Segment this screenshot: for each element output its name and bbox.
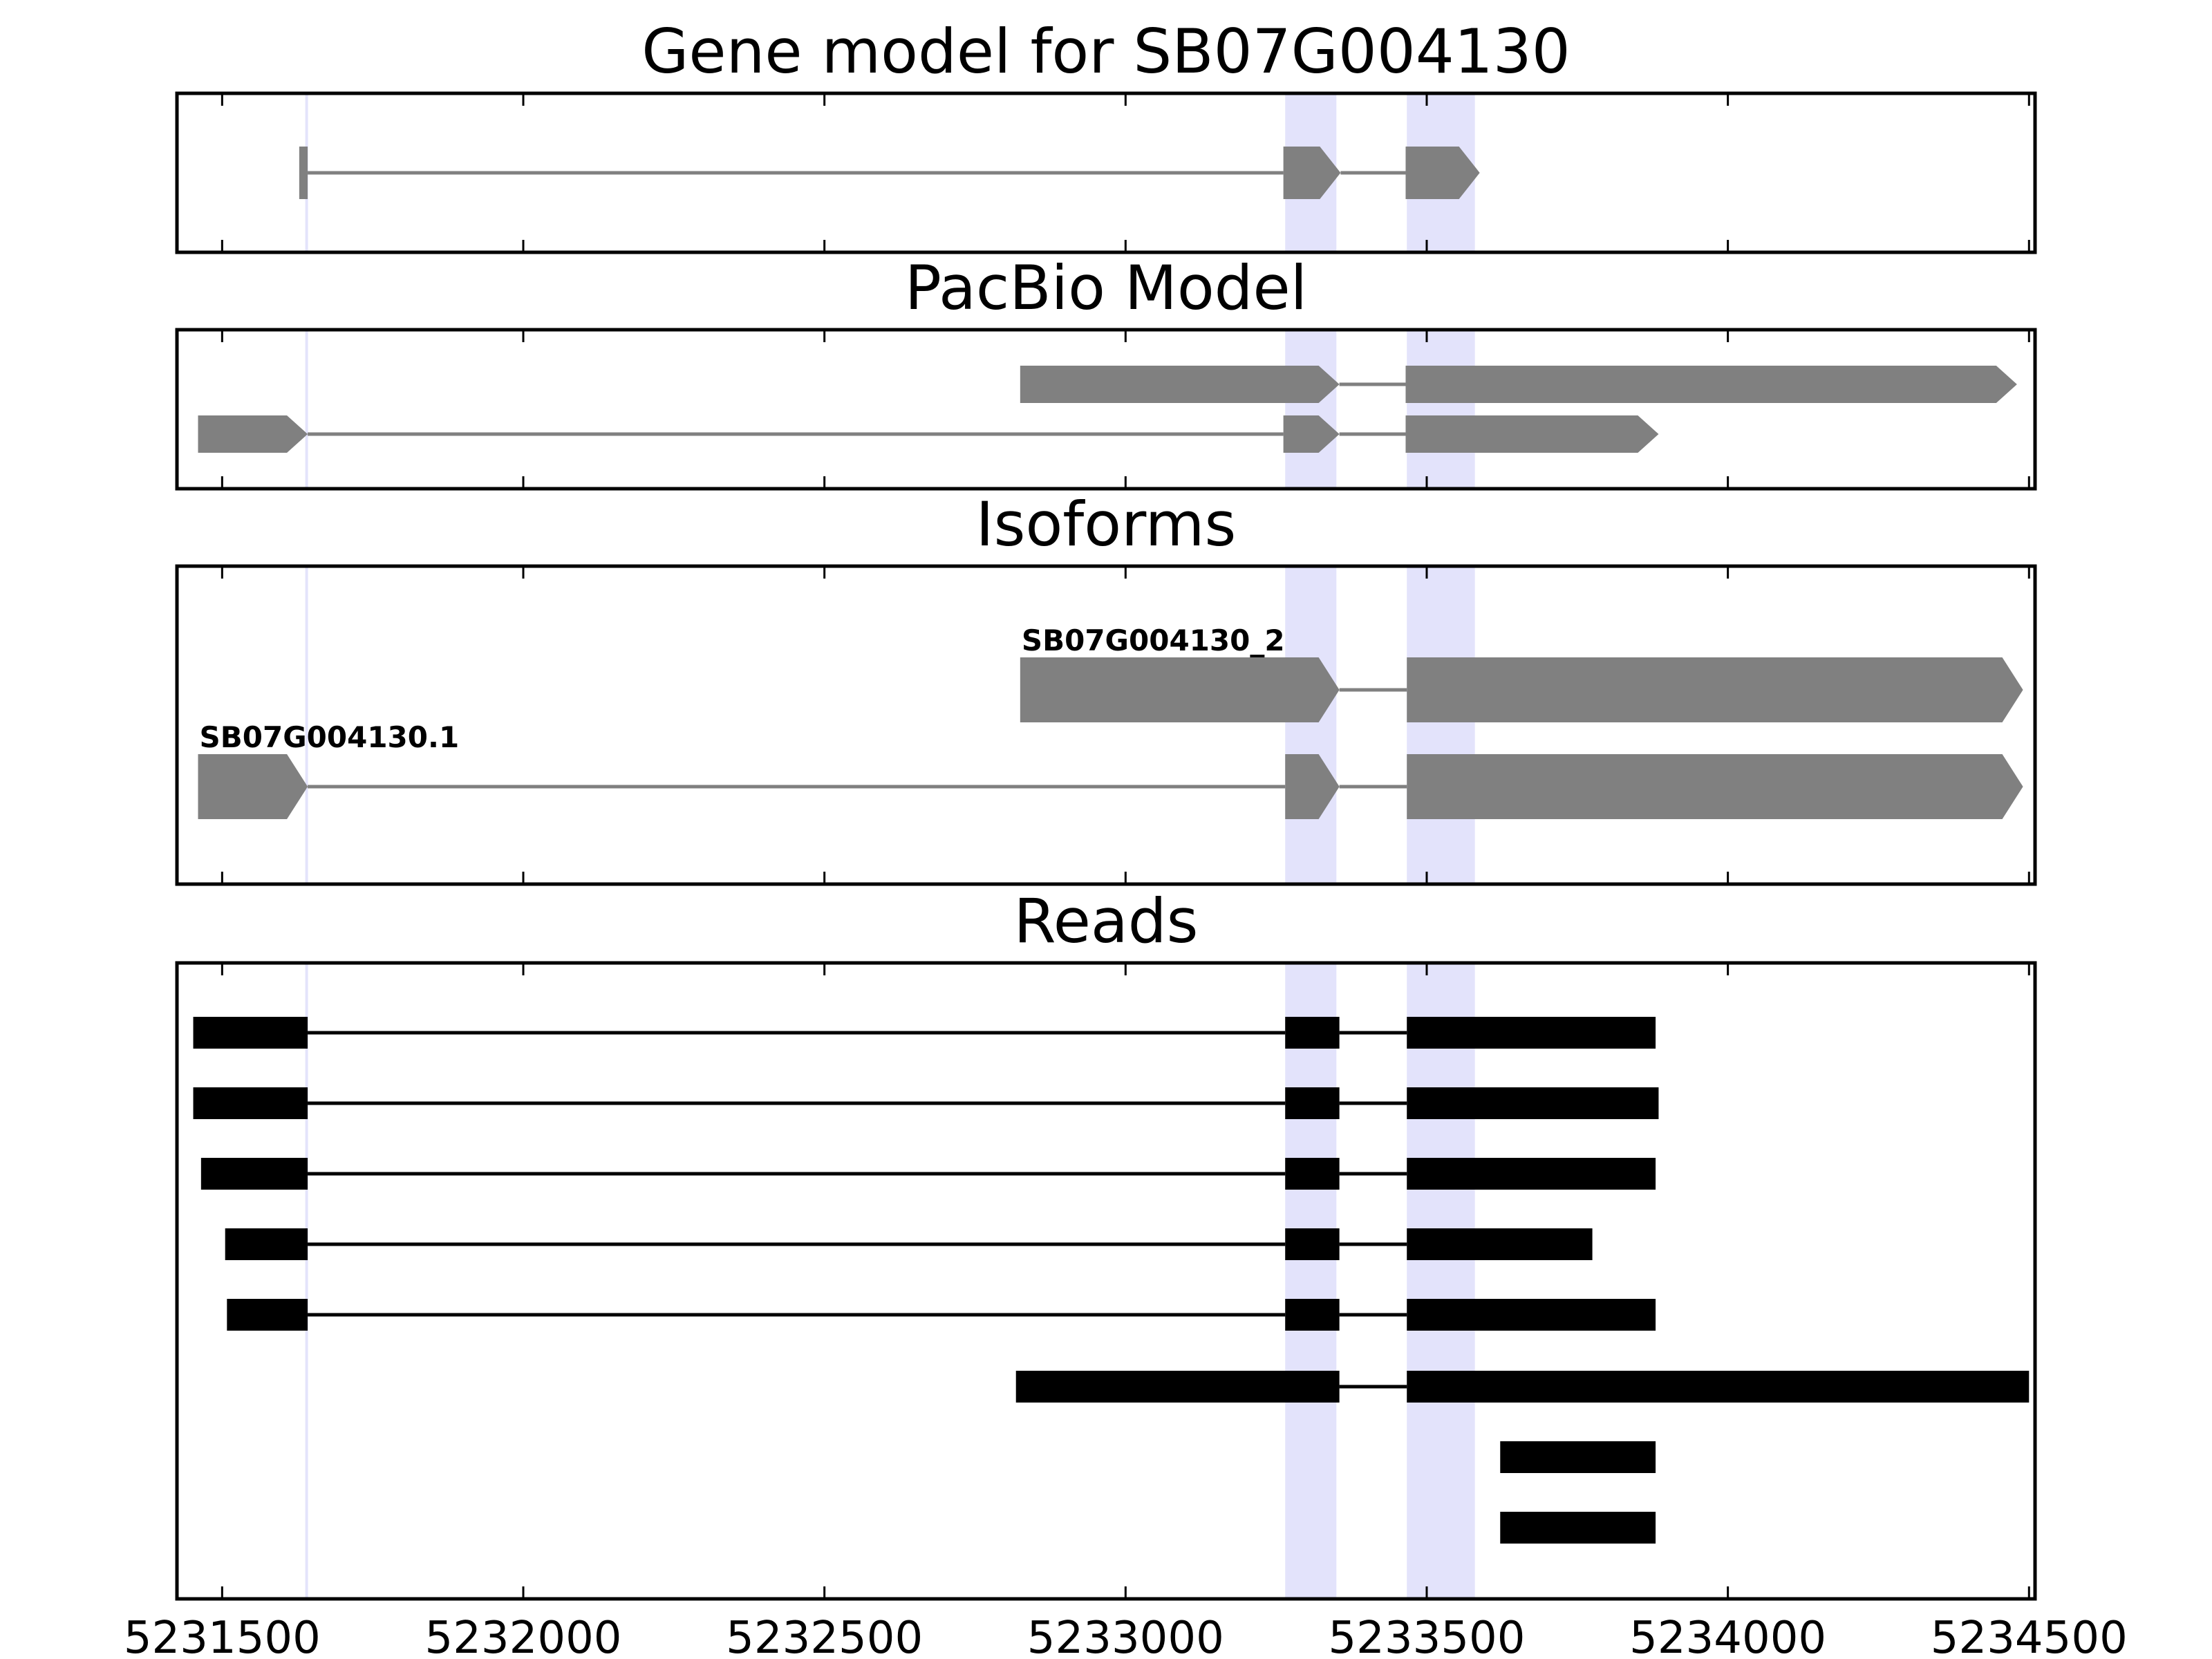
read-track bbox=[227, 1299, 1656, 1331]
x-tick-label: 5232000 bbox=[424, 1613, 621, 1659]
read-block bbox=[227, 1299, 308, 1331]
read-track bbox=[193, 1087, 1659, 1119]
highlight-band bbox=[305, 566, 308, 884]
read-block bbox=[1500, 1512, 1656, 1544]
exon-block bbox=[1020, 657, 1340, 722]
highlight-band bbox=[1285, 330, 1337, 489]
read-block bbox=[1407, 1228, 1593, 1260]
panel-3: Reads bbox=[175, 885, 2037, 1601]
exon-block bbox=[198, 754, 308, 819]
panel-title: PacBio Model bbox=[905, 252, 1307, 324]
x-tick-label: 5231500 bbox=[124, 1613, 321, 1659]
gene-track: SB07G004130_2 bbox=[1020, 624, 2023, 722]
read-block bbox=[1407, 1158, 1656, 1190]
exon-block bbox=[299, 147, 308, 199]
read-block bbox=[193, 1087, 308, 1119]
highlight-band bbox=[305, 963, 308, 1599]
gene-track bbox=[299, 147, 1480, 199]
highlight-band bbox=[1407, 566, 1475, 884]
read-block bbox=[1285, 1158, 1340, 1190]
read-track bbox=[225, 1228, 1593, 1260]
read-block bbox=[1407, 1371, 2030, 1403]
read-block bbox=[1285, 1228, 1340, 1260]
read-block bbox=[1407, 1017, 1656, 1049]
gene-track bbox=[198, 415, 1659, 453]
highlight-band bbox=[1285, 566, 1337, 884]
read-block bbox=[1500, 1441, 1656, 1473]
highlight-band bbox=[305, 330, 308, 489]
exon-block bbox=[1407, 754, 2023, 819]
read-track bbox=[1500, 1512, 1656, 1544]
read-block bbox=[1015, 1371, 1340, 1403]
read-track bbox=[200, 1158, 1656, 1190]
read-block bbox=[1285, 1299, 1340, 1331]
exon-block bbox=[1405, 366, 2017, 403]
gene-track bbox=[1020, 366, 2017, 403]
panel-1: PacBio Model bbox=[175, 252, 2037, 491]
read-block bbox=[1407, 1087, 1659, 1119]
exon-block bbox=[1407, 657, 2023, 722]
panel-title: Gene model for SB07G004130 bbox=[641, 16, 1571, 87]
panel-title: Reads bbox=[1014, 885, 1199, 957]
panel-frame bbox=[175, 961, 2037, 1601]
read-block bbox=[193, 1017, 308, 1049]
read-block bbox=[1407, 1299, 1656, 1331]
x-tick-label: 5232500 bbox=[726, 1613, 923, 1659]
exon-block bbox=[1405, 415, 1659, 453]
read-block bbox=[200, 1158, 308, 1190]
x-tick-label: 5234500 bbox=[1931, 1613, 2128, 1659]
panel-frame bbox=[175, 564, 2037, 886]
x-tick-label: 5234000 bbox=[1629, 1613, 1826, 1659]
read-block bbox=[1285, 1017, 1340, 1049]
exon-block bbox=[198, 415, 308, 453]
exon-block bbox=[1020, 366, 1340, 403]
panel-frame bbox=[175, 328, 2037, 491]
panel-0: Gene model for SB07G004130 bbox=[175, 16, 2037, 254]
panel-2: Isoforms SB07G004130_2 SB07G004130.1 bbox=[175, 489, 2037, 886]
read-block bbox=[225, 1228, 308, 1260]
isoform-label: SB07G004130.1 bbox=[199, 720, 459, 754]
x-tick-label: 5233500 bbox=[1328, 1613, 1525, 1659]
exon-block bbox=[1283, 147, 1341, 199]
highlight-band bbox=[1407, 330, 1475, 489]
exon-block bbox=[1285, 754, 1340, 819]
highlight-band bbox=[1407, 963, 1475, 1599]
read-track bbox=[1500, 1441, 1656, 1473]
isoform-label: SB07G004130_2 bbox=[1022, 624, 1285, 657]
exon-block bbox=[1405, 147, 1480, 199]
panel-title: Isoforms bbox=[976, 489, 1237, 560]
x-tick-label: 5233000 bbox=[1027, 1613, 1224, 1659]
read-block bbox=[1285, 1087, 1340, 1119]
read-track bbox=[193, 1017, 1656, 1049]
highlight-band bbox=[1285, 963, 1337, 1599]
panel-frame bbox=[175, 91, 2037, 254]
exon-block bbox=[1283, 415, 1340, 453]
gene-track: SB07G004130.1 bbox=[198, 720, 2023, 819]
read-track bbox=[1015, 1371, 2030, 1403]
